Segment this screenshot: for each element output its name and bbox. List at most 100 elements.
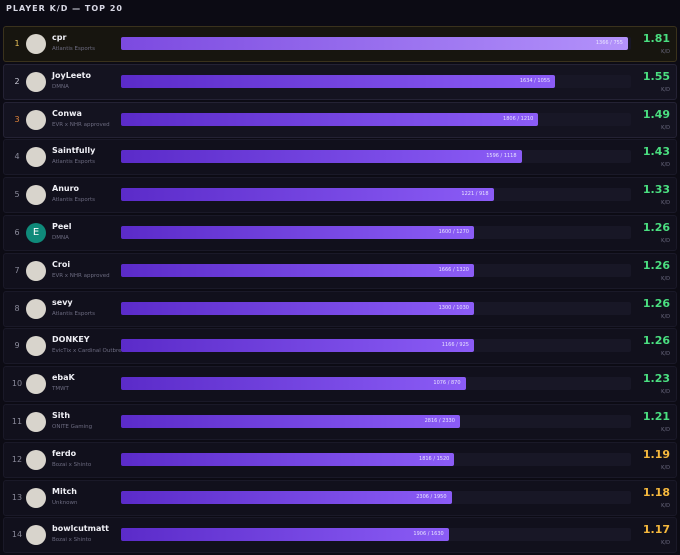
player-name: Conwa [52, 108, 82, 118]
kd-value: 1.26 [642, 221, 670, 234]
kd-value: 1.55 [642, 69, 670, 83]
player-name: ebaK [52, 373, 75, 383]
rank: 6 [14, 228, 20, 237]
kd-bar [121, 490, 452, 504]
team-name: TMWT [52, 386, 69, 393]
player-name: DONKEY [52, 335, 90, 345]
kills-deaths: 1806 / 1210 [503, 115, 534, 122]
team-name: Atlantis Esports [52, 159, 95, 166]
avatar [26, 260, 46, 281]
kd-caption: K/D [661, 502, 670, 509]
team-name: Unknown [52, 499, 78, 506]
kd-caption: K/D [661, 86, 670, 93]
avatar [26, 109, 46, 130]
kd-caption: K/D [661, 162, 670, 169]
kd-value: 1.26 [642, 334, 670, 348]
kd-bar [121, 263, 474, 277]
kills-deaths: 1221 / 918 [461, 191, 489, 198]
rank: 9 [14, 341, 20, 351]
kd-bar [121, 226, 474, 239]
kills-deaths: 1366 / 755 [595, 40, 623, 46]
team-name: EVR x NHR approved [52, 272, 110, 279]
kd-bar [121, 377, 466, 391]
player-name: bowlcutmatt [52, 524, 109, 534]
kd-bar [121, 74, 556, 88]
kd-value: 1.18 [642, 485, 670, 499]
avatar: E [26, 223, 46, 243]
kills-deaths: 1166 / 925 [441, 342, 469, 349]
player-name: Saintfully [52, 146, 96, 156]
avatar [26, 298, 46, 319]
kd-bar [121, 188, 494, 202]
kd-caption: K/D [661, 351, 670, 358]
kd-value: 1.26 [642, 258, 670, 272]
team-name: Bozai x Shinto [52, 537, 92, 544]
kd-bar [121, 37, 628, 50]
kd-bar [121, 415, 460, 428]
avatar [26, 34, 46, 54]
avatar [26, 147, 46, 168]
rank: 13 [11, 492, 23, 502]
kills-deaths: 1666 / 1320 [438, 266, 469, 273]
kd-value: 1.17 [642, 523, 670, 537]
kd-bar [121, 301, 474, 315]
kills-deaths: 1906 / 1630 [413, 531, 444, 538]
team-name: Atlantis Esports [52, 46, 95, 52]
rank: 3 [14, 114, 20, 124]
player-name: Peel [52, 222, 72, 231]
kills-deaths: 1300 / 1030 [438, 304, 469, 311]
player-name: ferdo [52, 448, 77, 458]
kd-value: 1.19 [642, 447, 670, 461]
team-name: Atlantis Esports [52, 310, 95, 317]
kd-bar [121, 339, 474, 353]
player-name: Mitch [52, 486, 77, 496]
kills-deaths: 1596 / 1118 [486, 153, 517, 160]
kills-deaths: 1816 / 1520 [419, 455, 450, 462]
avatar [26, 185, 46, 206]
kd-bar [121, 112, 539, 126]
kd-value: 1.81 [642, 32, 670, 45]
kills-deaths: 1634 / 1055 [519, 77, 551, 84]
title: PLAYER K/D — TOP 20 [6, 4, 123, 13]
avatar [26, 449, 46, 470]
rank: 8 [14, 303, 20, 313]
kd-caption: K/D [661, 238, 670, 244]
kd-caption: K/D [661, 389, 670, 396]
kills-deaths: 2816 / 2330 [424, 418, 455, 424]
rank: 12 [11, 454, 23, 464]
kd-caption: K/D [661, 313, 670, 320]
player-name: Anuro [52, 184, 80, 194]
kills-deaths: 1076 / 870 [433, 380, 461, 387]
rank: 2 [14, 76, 20, 86]
kd-bar [121, 452, 455, 466]
team-name: Atlantis Esports [52, 197, 95, 204]
kd-caption: K/D [661, 275, 670, 282]
avatar [26, 336, 46, 357]
player-name: cpr [52, 33, 67, 42]
kd-caption: K/D [661, 124, 670, 131]
kd-value: 1.33 [642, 183, 670, 197]
rank: 1 [14, 39, 20, 48]
kd-caption: K/D [661, 49, 670, 55]
player-name: sevy [52, 297, 73, 307]
kills-deaths: 1600 / 1270 [438, 229, 469, 235]
team-name: DMNA [52, 235, 69, 241]
kd-caption: K/D [661, 540, 670, 547]
rank: 11 [11, 417, 23, 426]
kd-value: 1.26 [642, 296, 670, 310]
avatar [26, 525, 46, 546]
player-name: Sith [52, 411, 71, 420]
rank: 4 [14, 152, 20, 162]
avatar [26, 412, 46, 432]
kd-value: 1.23 [642, 372, 670, 386]
team-name: Bozai x Shinto [52, 461, 92, 468]
kd-bar [121, 150, 522, 164]
team-name: EvicTix x Cardinal Outbreak [52, 348, 129, 355]
rank: 14 [11, 530, 23, 540]
kills-deaths: 2306 / 1950 [416, 493, 447, 500]
kd-caption: K/D [661, 464, 670, 471]
kd-caption: K/D [661, 427, 670, 433]
kd-value: 1.49 [642, 107, 670, 121]
player-name: Croi [52, 259, 71, 269]
